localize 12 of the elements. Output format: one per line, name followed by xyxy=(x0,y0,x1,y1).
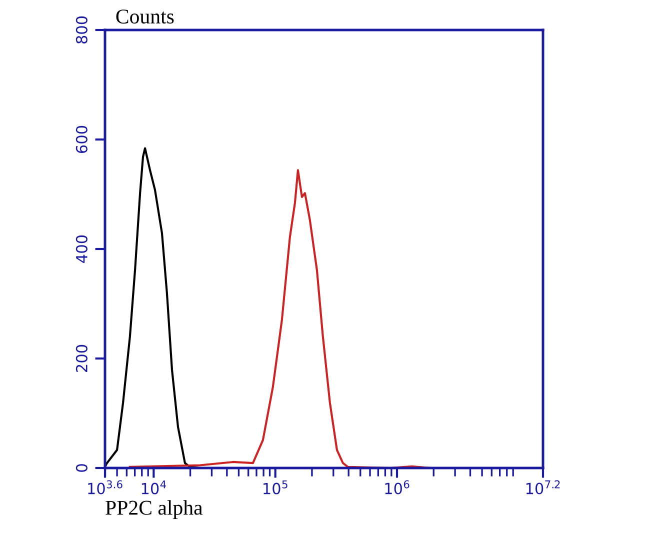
y-axis-title: Counts xyxy=(116,10,174,24)
x-tick-label: 10$^{4}$ xyxy=(142,480,166,494)
x-axis-title: PP2C alpha xyxy=(106,500,203,520)
y-tick-label: 0 xyxy=(76,464,88,472)
x-tick-label: 10$^{7.2}$ xyxy=(526,480,560,494)
y-tick-label: 800 xyxy=(76,16,88,44)
x-tick-label: 10$^{6}$ xyxy=(385,480,410,494)
y-tick-label: 400 xyxy=(76,235,88,263)
y-tick-label: 200 xyxy=(76,344,88,372)
x-tick-label: 10$^{3.6}$ xyxy=(88,480,122,494)
x-tick-label: 10$^{5}$ xyxy=(264,480,288,494)
y-tick-label: 600 xyxy=(76,126,88,154)
